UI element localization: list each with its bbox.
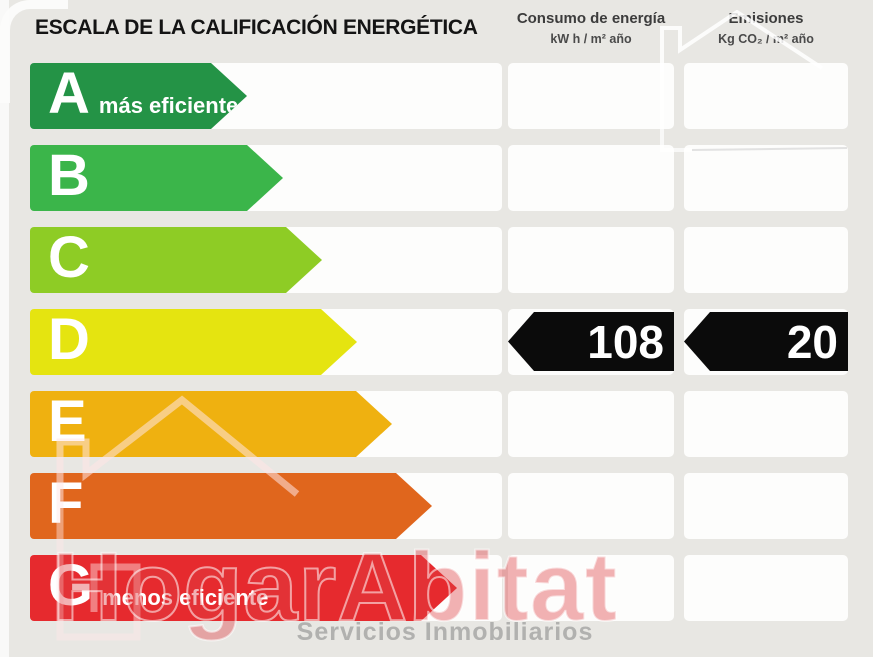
consumo-cell xyxy=(508,555,674,621)
emisiones-cell xyxy=(684,145,848,211)
consumo-header-unit: kW h / m² año xyxy=(550,32,632,46)
consumo-value: 108 xyxy=(587,315,664,368)
rating-lane: E xyxy=(30,391,502,457)
emisiones-cell xyxy=(684,63,848,129)
rating-letter: F xyxy=(48,471,84,536)
emisiones-cell xyxy=(684,473,848,539)
rating-row: F xyxy=(30,473,848,539)
consumo-cell: 108 xyxy=(508,309,674,375)
rating-row: A más eficiente xyxy=(30,63,848,129)
value-arrow-emisiones: 20 xyxy=(684,312,848,371)
rating-row: C xyxy=(30,227,848,293)
column-headers: Consumo de energía kW h / m² año Emision… xyxy=(508,10,848,46)
rating-lane: F xyxy=(30,473,502,539)
emisiones-value: 20 xyxy=(786,315,838,368)
page-title: ESCALA DE LA CALIFICACIÓN ENERGÉTICA xyxy=(35,16,478,39)
emisiones-cell xyxy=(684,227,848,293)
rating-lane: B xyxy=(30,145,502,211)
consumo-header-label: Consumo de energía xyxy=(516,10,666,27)
column-header-emisiones: Emisiones Kg CO₂ / m² año xyxy=(684,10,848,46)
rating-arrow: F xyxy=(30,473,432,539)
rating-row: D 108 20 xyxy=(30,309,848,375)
rating-letter: G xyxy=(48,553,94,618)
rating-arrow: G menos eficiente xyxy=(30,555,457,621)
consumo-cell xyxy=(508,473,674,539)
rating-letter: C xyxy=(48,225,90,290)
value-arrow-consumo: 108 xyxy=(508,312,674,371)
rating-lane: A más eficiente xyxy=(30,63,502,129)
rating-row: G menos eficiente xyxy=(30,555,848,621)
consumo-cell xyxy=(508,227,674,293)
rating-arrow: D xyxy=(30,309,357,375)
rating-lane: G menos eficiente xyxy=(30,555,502,621)
rating-annotation: más eficiente xyxy=(98,93,239,118)
rating-arrow: C xyxy=(30,227,322,293)
consumo-cell xyxy=(508,145,674,211)
rating-row: B xyxy=(30,145,848,211)
consumo-cell xyxy=(508,391,674,457)
rating-scale: A más eficiente B C xyxy=(30,63,848,637)
consumo-cell xyxy=(508,63,674,129)
rating-row: E xyxy=(30,391,848,457)
rating-letter: E xyxy=(48,389,87,454)
emisiones-header-unit: Kg CO₂ / m² año xyxy=(718,32,814,46)
card-left-edge xyxy=(0,0,9,657)
card-corner xyxy=(0,0,68,103)
rating-arrow: E xyxy=(30,391,392,457)
rating-letter: B xyxy=(48,143,90,208)
emisiones-header-label: Emisiones xyxy=(728,10,804,27)
rating-letter: D xyxy=(48,307,90,372)
rating-annotation: menos eficiente xyxy=(102,585,269,610)
rating-lane: D xyxy=(30,309,502,375)
emisiones-cell xyxy=(684,391,848,457)
rating-arrow: A más eficiente xyxy=(30,63,247,129)
rating-arrow: B xyxy=(30,145,283,211)
column-header-consumo: Consumo de energía kW h / m² año xyxy=(508,10,674,46)
emisiones-cell xyxy=(684,555,848,621)
rating-letter: A xyxy=(48,61,90,126)
rating-lane: C xyxy=(30,227,502,293)
emisiones-cell: 20 xyxy=(684,309,848,375)
